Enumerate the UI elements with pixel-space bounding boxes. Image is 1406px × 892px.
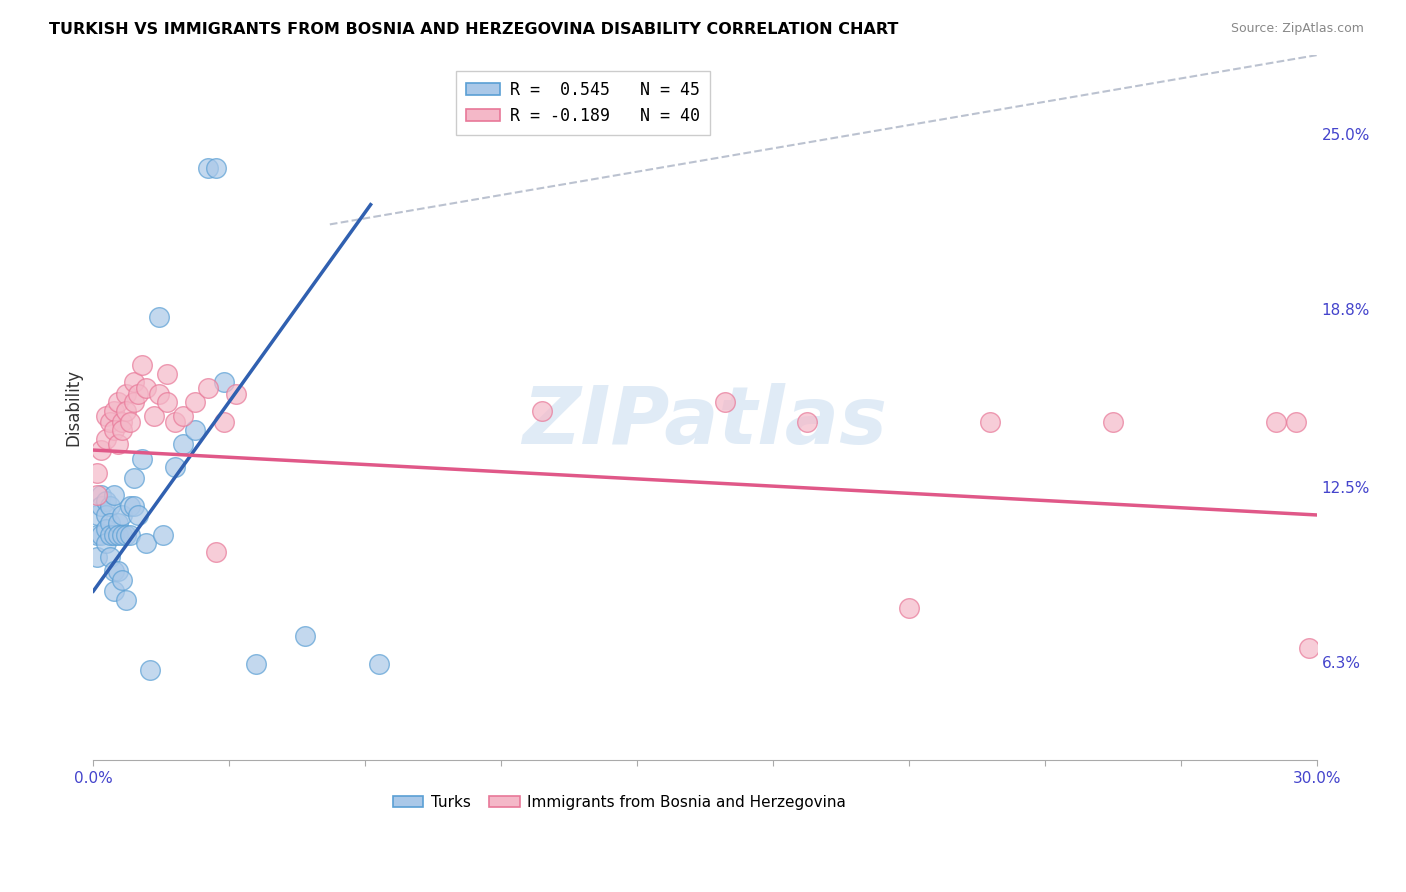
Point — [135, 381, 157, 395]
Point — [103, 584, 125, 599]
Legend: Turks, Immigrants from Bosnia and Herzegovina: Turks, Immigrants from Bosnia and Herzeg… — [387, 789, 852, 816]
Point — [1285, 415, 1308, 429]
Point — [225, 386, 247, 401]
Point — [86, 488, 108, 502]
Point — [86, 550, 108, 565]
Point — [152, 527, 174, 541]
Point — [118, 500, 141, 514]
Point — [135, 536, 157, 550]
Point — [148, 310, 170, 325]
Point — [98, 516, 121, 531]
Text: ZIPatlas: ZIPatlas — [523, 383, 887, 461]
Point — [94, 409, 117, 424]
Point — [107, 516, 129, 531]
Point — [107, 565, 129, 579]
Point — [156, 367, 179, 381]
Point — [212, 376, 235, 390]
Point — [107, 395, 129, 409]
Point — [94, 508, 117, 522]
Point — [530, 403, 553, 417]
Point — [122, 471, 145, 485]
Point — [367, 657, 389, 672]
Point — [98, 527, 121, 541]
Point — [98, 500, 121, 514]
Point — [131, 451, 153, 466]
Point — [1101, 415, 1123, 429]
Point — [163, 460, 186, 475]
Point — [103, 403, 125, 417]
Point — [90, 443, 112, 458]
Point — [1264, 415, 1286, 429]
Point — [98, 415, 121, 429]
Point — [714, 395, 737, 409]
Point — [979, 415, 1001, 429]
Point — [197, 381, 219, 395]
Point — [115, 386, 138, 401]
Point — [90, 488, 112, 502]
Point — [172, 437, 194, 451]
Point — [122, 500, 145, 514]
Point — [111, 508, 134, 522]
Point — [90, 527, 112, 541]
Point — [94, 432, 117, 446]
Point — [139, 663, 162, 677]
Point — [103, 423, 125, 437]
Point — [107, 437, 129, 451]
Point — [111, 527, 134, 541]
Point — [111, 573, 134, 587]
Text: TURKISH VS IMMIGRANTS FROM BOSNIA AND HERZEGOVINA DISABILITY CORRELATION CHART: TURKISH VS IMMIGRANTS FROM BOSNIA AND HE… — [49, 22, 898, 37]
Point — [122, 376, 145, 390]
Point — [94, 536, 117, 550]
Point — [122, 395, 145, 409]
Point — [897, 601, 920, 615]
Point — [184, 395, 207, 409]
Point — [115, 527, 138, 541]
Point — [118, 415, 141, 429]
Point — [172, 409, 194, 424]
Point — [294, 629, 316, 643]
Point — [103, 488, 125, 502]
Point — [94, 522, 117, 536]
Point — [90, 500, 112, 514]
Point — [118, 527, 141, 541]
Text: Source: ZipAtlas.com: Source: ZipAtlas.com — [1230, 22, 1364, 36]
Point — [103, 565, 125, 579]
Point — [111, 423, 134, 437]
Point — [107, 527, 129, 541]
Point — [103, 527, 125, 541]
Y-axis label: Disability: Disability — [65, 369, 82, 446]
Point — [127, 508, 149, 522]
Point — [204, 161, 226, 175]
Point — [204, 544, 226, 558]
Point — [184, 423, 207, 437]
Point — [111, 415, 134, 429]
Point — [143, 409, 166, 424]
Point — [245, 657, 267, 672]
Point — [197, 161, 219, 175]
Point — [127, 386, 149, 401]
Point — [796, 415, 818, 429]
Point — [94, 493, 117, 508]
Point — [1298, 640, 1320, 655]
Point — [98, 550, 121, 565]
Point — [86, 508, 108, 522]
Point — [156, 395, 179, 409]
Point — [115, 403, 138, 417]
Point — [163, 415, 186, 429]
Point — [148, 386, 170, 401]
Point — [86, 466, 108, 480]
Point — [86, 527, 108, 541]
Point — [115, 592, 138, 607]
Point — [131, 359, 153, 373]
Point — [212, 415, 235, 429]
